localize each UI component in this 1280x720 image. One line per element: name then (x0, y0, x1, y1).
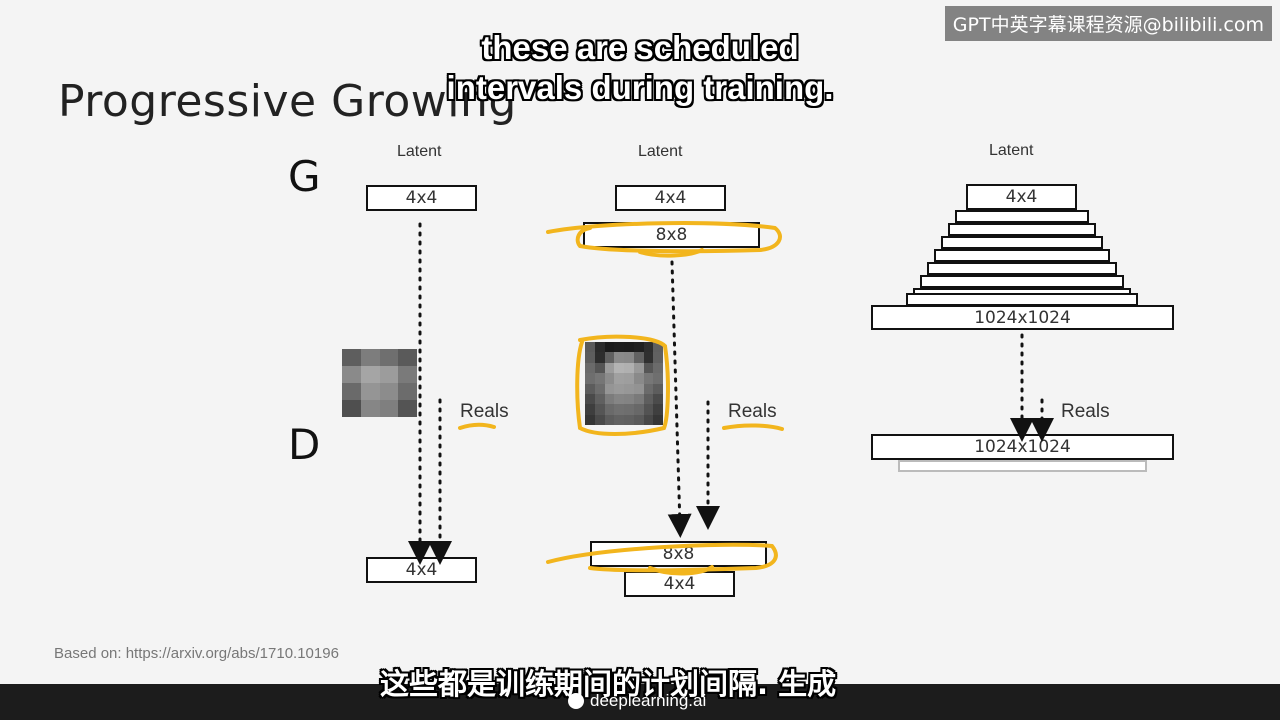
d-pyramid-layer (898, 460, 1147, 472)
latent-label-col1: Latent (397, 143, 442, 160)
generator-label: G (288, 152, 321, 201)
g-box-col3-1024: 1024x1024 (871, 305, 1174, 330)
highlight-scribble (638, 248, 704, 258)
generated-image-4x4 (342, 349, 417, 417)
highlight-scribble (648, 565, 714, 576)
brand-label: deeplearning.ai (590, 691, 707, 710)
footer-bar (0, 684, 1280, 720)
highlight-scribble (546, 542, 778, 573)
pyramid-layer (941, 236, 1103, 249)
pyramid-layer (927, 262, 1117, 275)
watermark: GPT中英字幕课程资源@bilibili.com (944, 6, 1272, 41)
d-box-col1-4x4: 4x4 (366, 557, 477, 583)
footer-brand: deeplearning.ai (568, 691, 706, 711)
slide-title: Progressive Growing (58, 76, 517, 127)
generated-image-8x8 (585, 342, 663, 425)
highlight-scribble (458, 422, 496, 430)
pyramid-layer (955, 210, 1089, 223)
subtitle-chinese: 这些都是训练期间的计划间隔. 生成 (380, 667, 837, 701)
subtitle-english: these are scheduled intervals during tra… (446, 29, 834, 106)
highlight-scribble (722, 423, 784, 431)
dotted-arrow (667, 260, 692, 538)
deeplearning-logo-icon (568, 693, 584, 709)
highlight-scribble (546, 221, 782, 254)
g-box-col1-4x4: 4x4 (366, 185, 477, 211)
reals-label-col3: Reals (1061, 401, 1110, 422)
highlight-scribble (575, 334, 670, 436)
pyramid-layer (934, 249, 1110, 262)
latent-label-col2: Latent (638, 143, 683, 160)
discriminator-label: D (288, 420, 321, 469)
reals-label-col2: Reals (728, 401, 777, 422)
pyramid-layer (920, 275, 1124, 288)
g-box-col3-4x4: 4x4 (966, 184, 1077, 210)
source-citation: Based on: https://arxiv.org/abs/1710.101… (54, 645, 339, 662)
pyramid-layer (948, 223, 1096, 236)
reals-label-col1: Reals (460, 401, 509, 422)
g-box-col2-4x4: 4x4 (615, 185, 726, 211)
latent-label-col3: Latent (989, 142, 1034, 159)
